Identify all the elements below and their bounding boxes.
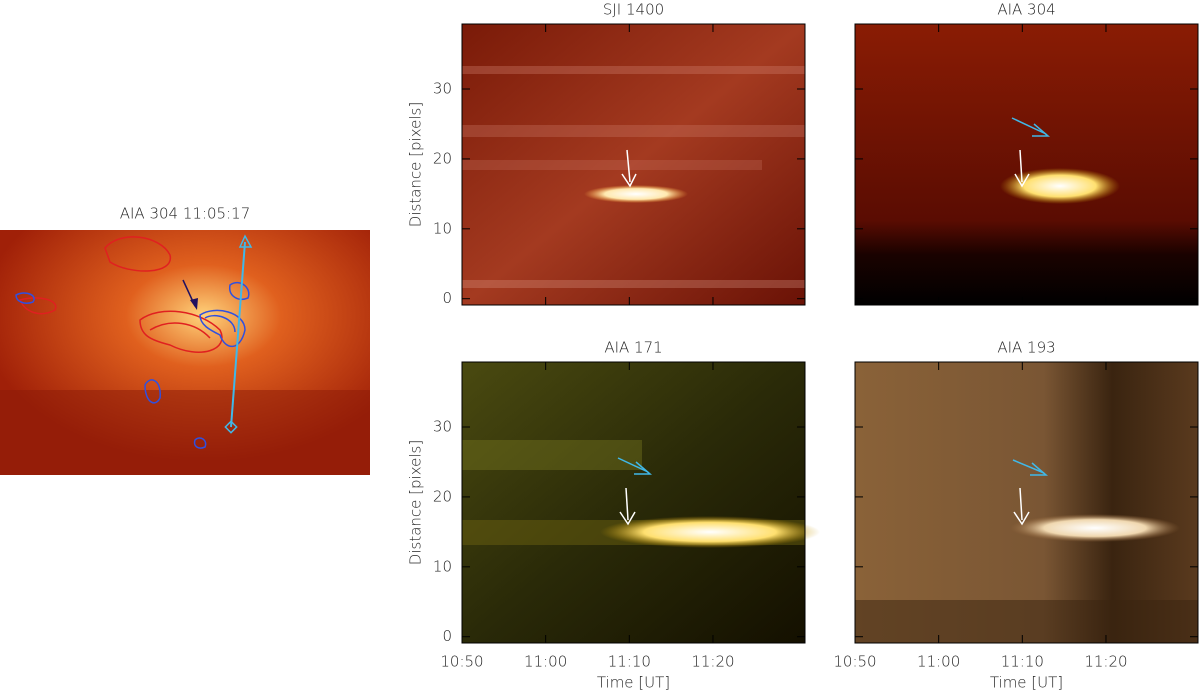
y-tick-label: 30 (433, 80, 452, 98)
y-axis-label: Distance [pixels] (407, 102, 425, 227)
x-tick-label: 11:00 (917, 653, 960, 671)
y-tick-label: 0 (442, 289, 452, 307)
x-tick-label: 11:00 (524, 653, 567, 671)
y-axis-label: Distance [pixels] (407, 440, 425, 565)
panel-title: AIA 193 (997, 339, 1055, 357)
panel-title: AIA 171 (604, 339, 662, 357)
x-axis-label: Time [UT] (597, 674, 670, 692)
panel-title: SJI 1400 (603, 1, 664, 19)
panel-title: AIA 304 (997, 1, 1055, 19)
y-tick-label: 10 (433, 219, 452, 237)
axes-frame (854, 23, 1199, 306)
y-tick-label: 0 (442, 627, 452, 645)
x-tick-label: 10:50 (833, 653, 876, 671)
x-tick-label: 11:20 (1084, 653, 1127, 671)
context-image (0, 230, 370, 475)
axes-frame (461, 23, 806, 306)
panel-title: AIA 304 11:05:17 (120, 205, 250, 223)
y-tick-label: 10 (433, 557, 452, 575)
y-tick-label: 20 (433, 487, 452, 505)
x-tick-label: 11:10 (1001, 653, 1044, 671)
x-tick-label: 11:10 (608, 653, 651, 671)
x-tick-label: 10:50 (440, 653, 483, 671)
y-tick-label: 30 (433, 418, 452, 436)
axes-frame (461, 361, 806, 644)
panel-image (462, 24, 1198, 643)
y-tick-label: 20 (433, 149, 452, 167)
x-axis-label: Time [UT] (990, 674, 1063, 692)
axes-frame (854, 361, 1199, 644)
x-tick-label: 11:20 (691, 653, 734, 671)
